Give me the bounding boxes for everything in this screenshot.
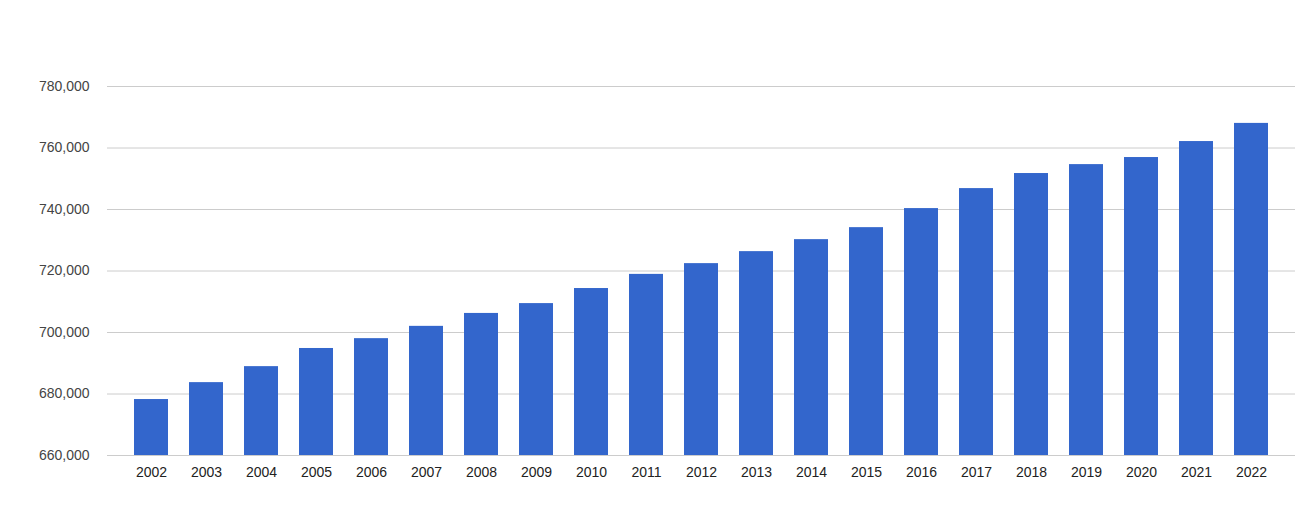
- svg-text:2008: 2008: [466, 464, 497, 480]
- svg-text:2011: 2011: [631, 464, 661, 480]
- svg-text:2004: 2004: [246, 464, 277, 480]
- svg-text:2007: 2007: [411, 464, 442, 480]
- svg-text:2012: 2012: [686, 464, 717, 480]
- svg-text:2006: 2006: [356, 464, 387, 480]
- svg-text:2015: 2015: [851, 464, 882, 480]
- svg-text:2017: 2017: [961, 464, 992, 480]
- svg-text:2018: 2018: [1016, 464, 1047, 480]
- svg-text:780,000: 780,000: [39, 78, 90, 94]
- svg-text:2014: 2014: [796, 464, 827, 480]
- svg-text:2019: 2019: [1071, 464, 1102, 480]
- svg-text:760,000: 760,000: [39, 139, 90, 155]
- svg-text:2013: 2013: [741, 464, 772, 480]
- svg-text:2020: 2020: [1126, 464, 1157, 480]
- svg-text:2022: 2022: [1236, 464, 1267, 480]
- svg-text:700,000: 700,000: [39, 324, 90, 340]
- svg-text:2010: 2010: [576, 464, 607, 480]
- svg-text:2003: 2003: [191, 464, 222, 480]
- svg-text:680,000: 680,000: [39, 385, 90, 401]
- svg-text:2016: 2016: [906, 464, 937, 480]
- svg-text:740,000: 740,000: [39, 201, 90, 217]
- svg-text:660,000: 660,000: [39, 447, 90, 463]
- svg-text:2002: 2002: [136, 464, 167, 480]
- svg-text:2009: 2009: [521, 464, 552, 480]
- svg-text:2005: 2005: [301, 464, 332, 480]
- svg-text:720,000: 720,000: [39, 262, 90, 278]
- svg-text:2021: 2021: [1181, 464, 1212, 480]
